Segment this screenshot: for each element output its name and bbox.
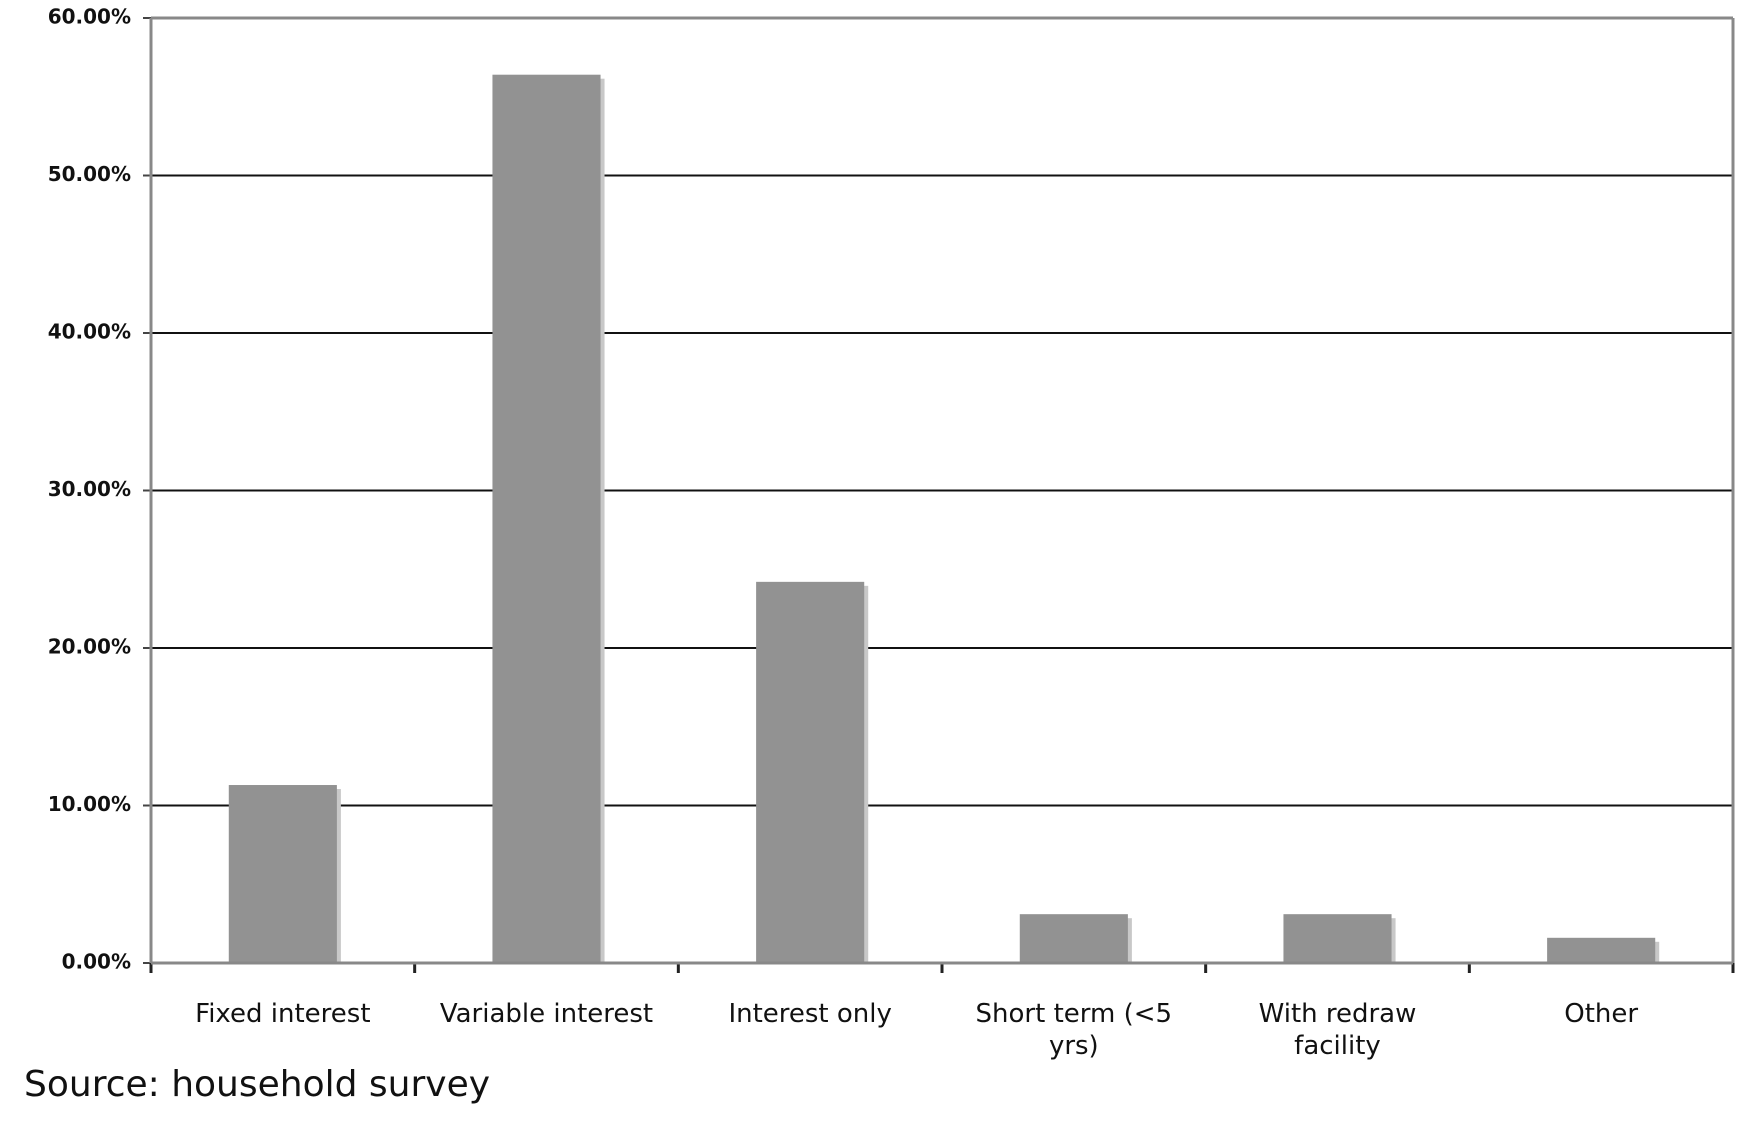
x-tick-label: Short term (<5 yrs)	[975, 999, 1173, 1061]
y-tick-label: 50.00%	[48, 162, 131, 186]
bar	[756, 581, 865, 963]
y-tick-label: 60.00%	[48, 5, 131, 29]
y-tick-label: 20.00%	[48, 635, 131, 659]
bar	[1547, 937, 1656, 963]
x-tick-label: Other	[1564, 999, 1639, 1029]
source-note: Source: household survey	[24, 1064, 491, 1105]
bar	[1283, 914, 1392, 963]
y-tick-label: 10.00%	[48, 792, 131, 816]
bar	[228, 785, 337, 963]
x-tick-label: With redraw facility	[1258, 999, 1417, 1061]
y-tick-label: 0.00%	[62, 950, 131, 974]
bar	[492, 74, 601, 963]
y-tick-label: 40.00%	[48, 320, 131, 344]
x-tick-label: Variable interest	[439, 999, 654, 1029]
x-tick-label: Fixed interest	[195, 999, 371, 1029]
x-tick-label: Interest only	[728, 999, 892, 1029]
y-tick-label: 30.00%	[48, 477, 131, 501]
bar	[1019, 914, 1128, 963]
